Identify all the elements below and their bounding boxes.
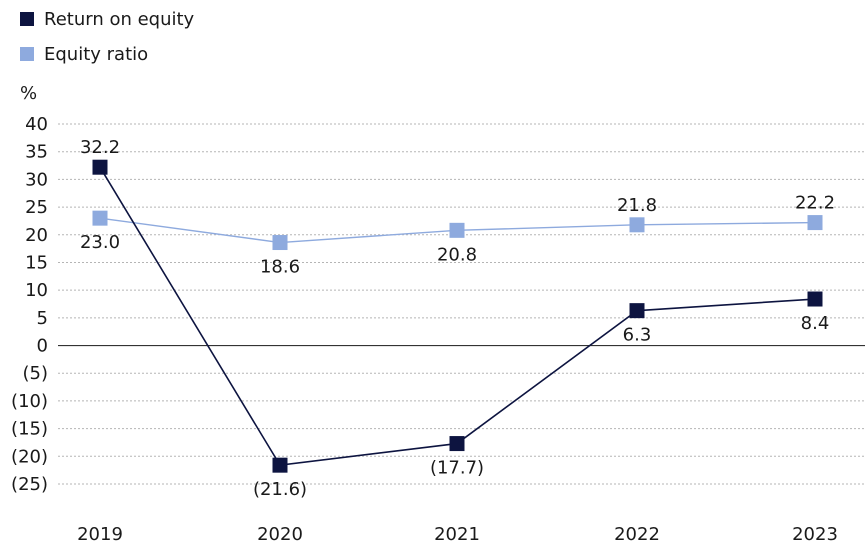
x-tick-label: 2021 <box>434 524 480 544</box>
series-1-data-label: 22.2 <box>795 193 835 214</box>
series-0-data-label: 32.2 <box>80 137 120 158</box>
y-tick-label: 35 <box>25 142 48 163</box>
series-1-point <box>629 217 645 233</box>
series-1-point <box>272 235 288 251</box>
x-tick-label: 2019 <box>77 524 123 544</box>
legend-swatch-0 <box>20 12 34 26</box>
x-axis-ticks: 2019 2020 2021 2022 2023 <box>77 524 838 544</box>
series-0-data-label: (17.7) <box>430 458 484 479</box>
y-tick-label: 25 <box>25 197 48 218</box>
y-tick-label: 30 <box>25 169 48 190</box>
y-tick-label: 10 <box>25 280 48 301</box>
series-0-point <box>272 457 288 473</box>
y-tick-label: (5) <box>23 363 49 384</box>
y-axis-unit-label: % <box>20 83 37 104</box>
y-axis-ticks: 40 35 30 25 20 15 10 5 0 (5) (10) (15) (20) (25) <box>11 114 48 495</box>
y-tick-label: (20) <box>11 446 48 467</box>
gridlines <box>58 123 865 485</box>
series-1-data-label: 20.8 <box>437 244 477 265</box>
y-tick-label: 20 <box>25 225 48 246</box>
x-tick-label: 2020 <box>257 524 303 544</box>
series-0-data-label: (21.6) <box>253 479 307 500</box>
series-group <box>92 159 823 473</box>
y-tick-label: (15) <box>11 419 48 440</box>
series-0-point <box>629 303 645 319</box>
y-tick-label: 40 <box>25 114 48 135</box>
series-0-point <box>449 436 465 452</box>
data-labels-group: 23.0 18.6 20.8 21.8 22.2 32.2 (21.6) (17.7) 6.3 8… <box>80 137 835 500</box>
series-1-data-label: 21.8 <box>617 195 657 216</box>
series-1-point <box>92 210 108 226</box>
series-1-data-label: 23.0 <box>80 232 120 253</box>
y-tick-label: 0 <box>37 336 48 357</box>
x-tick-label: 2023 <box>792 524 838 544</box>
series-0-point <box>92 159 108 175</box>
series-1-point <box>449 222 465 238</box>
legend-label-0: Return on equity <box>44 9 195 30</box>
y-tick-label: (10) <box>11 391 48 412</box>
legend-swatch-1 <box>20 47 34 61</box>
series-0-point <box>807 291 823 307</box>
series-1-data-label: 18.6 <box>260 257 300 278</box>
legend: Return on equity Equity ratio <box>20 9 195 65</box>
series-0-data-label: 8.4 <box>801 313 830 334</box>
y-tick-label: (25) <box>11 474 48 495</box>
series-1-point <box>807 215 823 231</box>
y-tick-label: 15 <box>25 252 48 273</box>
legend-label-1: Equity ratio <box>44 44 148 65</box>
series-line-0 <box>99 166 816 467</box>
y-tick-label: 5 <box>37 308 48 329</box>
x-tick-label: 2022 <box>614 524 660 544</box>
series-0-data-label: 6.3 <box>623 325 652 346</box>
